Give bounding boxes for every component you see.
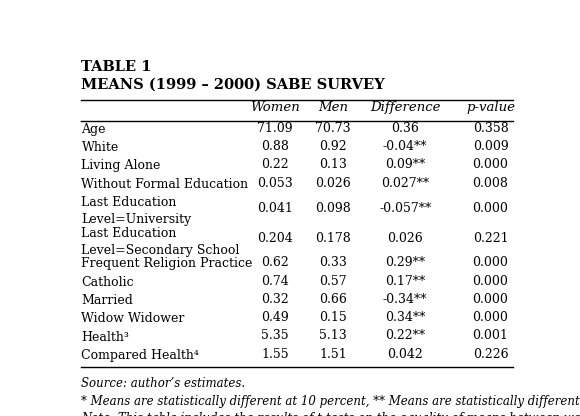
Text: 0.000: 0.000 (473, 311, 509, 324)
Text: 0.36: 0.36 (391, 122, 419, 135)
Text: 0.32: 0.32 (261, 293, 289, 306)
Text: White: White (81, 141, 119, 154)
Text: Catholic: Catholic (81, 276, 134, 289)
Text: Frequent Religion Practice: Frequent Religion Practice (81, 258, 253, 270)
Text: Without Formal Education: Without Formal Education (81, 178, 249, 191)
Text: 1.51: 1.51 (320, 347, 347, 361)
Text: Last Education
Level=University: Last Education Level=University (81, 196, 192, 226)
Text: 0.178: 0.178 (316, 233, 351, 245)
Text: 0.92: 0.92 (320, 140, 347, 153)
Text: TABLE 1: TABLE 1 (81, 59, 152, 74)
Text: 0.000: 0.000 (473, 158, 509, 171)
Text: 0.204: 0.204 (257, 233, 293, 245)
Text: 0.000: 0.000 (473, 293, 509, 306)
Text: 0.042: 0.042 (387, 347, 423, 361)
Text: 0.098: 0.098 (316, 202, 351, 215)
Text: p-value: p-value (466, 102, 515, 114)
Text: 0.34**: 0.34** (385, 311, 425, 324)
Text: 1.55: 1.55 (261, 347, 289, 361)
Text: MEANS (1999 – 2000) SABE SURVEY: MEANS (1999 – 2000) SABE SURVEY (81, 78, 385, 92)
Text: 0.221: 0.221 (473, 233, 508, 245)
Text: 0.053: 0.053 (257, 176, 293, 190)
Text: 0.041: 0.041 (257, 202, 293, 215)
Text: Widow Widower: Widow Widower (81, 312, 185, 325)
Text: Age: Age (81, 123, 106, 136)
Text: Married: Married (81, 294, 133, 307)
Text: 70.73: 70.73 (316, 122, 351, 135)
Text: 0.008: 0.008 (473, 176, 509, 190)
Text: 0.000: 0.000 (473, 256, 509, 269)
Text: -0.04**: -0.04** (383, 140, 427, 153)
Text: 0.026: 0.026 (316, 176, 351, 190)
Text: 0.13: 0.13 (319, 158, 347, 171)
Text: 0.026: 0.026 (387, 233, 423, 245)
Text: Last Education
Level=Secondary School: Last Education Level=Secondary School (81, 227, 240, 257)
Text: Health³: Health³ (81, 331, 129, 344)
Text: 0.000: 0.000 (473, 202, 509, 215)
Text: 0.22: 0.22 (261, 158, 289, 171)
Text: 0.027**: 0.027** (381, 176, 429, 190)
Text: * Means are statistically different at 10 percent, ** Means are statistically di: * Means are statistically different at 1… (81, 395, 580, 408)
Text: 0.74: 0.74 (261, 275, 289, 287)
Text: 0.17**: 0.17** (385, 275, 425, 287)
Text: 0.15: 0.15 (320, 311, 347, 324)
Text: 0.226: 0.226 (473, 347, 508, 361)
Text: 5.35: 5.35 (261, 329, 289, 342)
Text: 0.22**: 0.22** (385, 329, 425, 342)
Text: 0.29**: 0.29** (385, 256, 425, 269)
Text: Women: Women (250, 102, 300, 114)
Text: Men: Men (318, 102, 348, 114)
Text: 0.001: 0.001 (473, 329, 509, 342)
Text: 0.57: 0.57 (320, 275, 347, 287)
Text: Living Alone: Living Alone (81, 159, 161, 173)
Text: 0.62: 0.62 (261, 256, 289, 269)
Text: 0.49: 0.49 (261, 311, 289, 324)
Text: Note: This table includes the results of t-tests on the equality of means betwee: Note: This table includes the results of… (81, 412, 580, 416)
Text: -0.34**: -0.34** (383, 293, 427, 306)
Text: Source: author’s estimates.: Source: author’s estimates. (81, 377, 245, 390)
Text: -0.057**: -0.057** (379, 202, 432, 215)
Text: 71.09: 71.09 (257, 122, 292, 135)
Text: 0.33: 0.33 (319, 256, 347, 269)
Text: 0.88: 0.88 (261, 140, 289, 153)
Text: 0.66: 0.66 (319, 293, 347, 306)
Text: 0.09**: 0.09** (385, 158, 425, 171)
Text: 0.009: 0.009 (473, 140, 509, 153)
Text: 0.000: 0.000 (473, 275, 509, 287)
Text: Compared Health⁴: Compared Health⁴ (81, 349, 200, 362)
Text: 5.13: 5.13 (320, 329, 347, 342)
Text: 0.358: 0.358 (473, 122, 509, 135)
Text: Difference: Difference (370, 102, 440, 114)
